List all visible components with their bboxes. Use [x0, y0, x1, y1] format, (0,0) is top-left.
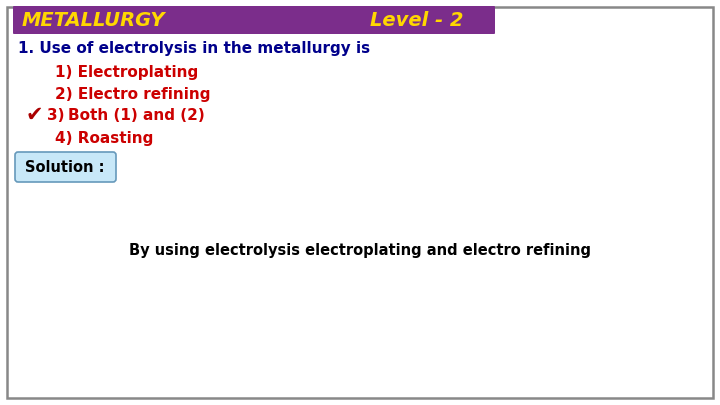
Text: 2) Electro refining: 2) Electro refining	[55, 87, 210, 102]
Text: 1. Use of electrolysis in the metallurgy is: 1. Use of electrolysis in the metallurgy…	[18, 41, 370, 57]
Text: By using electrolysis electroplating and electro refining: By using electrolysis electroplating and…	[129, 243, 591, 258]
Text: Solution :: Solution :	[25, 160, 104, 175]
Text: 1) Electroplating: 1) Electroplating	[55, 66, 198, 81]
FancyBboxPatch shape	[7, 7, 713, 398]
Text: Both (1) and (2): Both (1) and (2)	[68, 109, 204, 124]
Text: METALLURGY: METALLURGY	[22, 11, 166, 30]
Text: ✔: ✔	[25, 105, 43, 125]
Text: 4) Roasting: 4) Roasting	[55, 130, 153, 145]
FancyBboxPatch shape	[13, 6, 495, 34]
Text: Level - 2: Level - 2	[370, 11, 464, 30]
Text: 3): 3)	[47, 109, 65, 124]
FancyBboxPatch shape	[15, 152, 116, 182]
